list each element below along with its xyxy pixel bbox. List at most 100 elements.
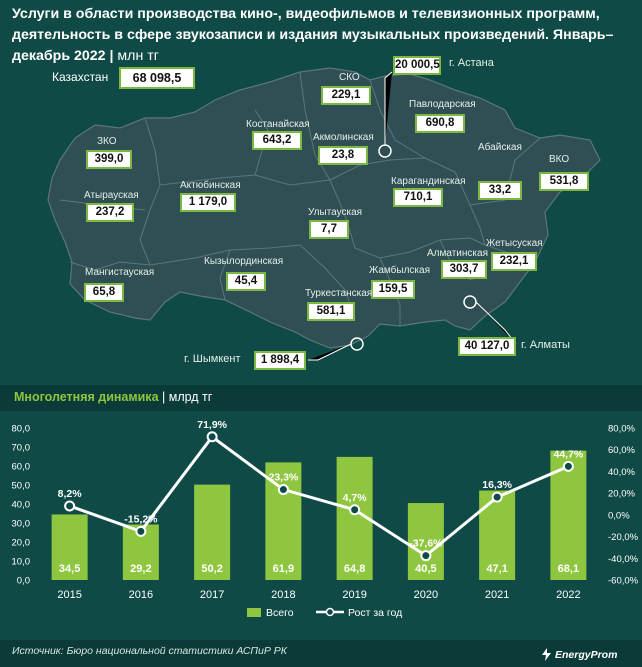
left-axis-tick-label: 30,0 bbox=[12, 519, 31, 530]
city-label-almaty: г. Алматы bbox=[521, 339, 570, 351]
growth-value-label: 71,9% bbox=[197, 419, 227, 431]
x-axis-tick-label: 2016 bbox=[129, 589, 153, 601]
left-axis-tick-label: 70,0 bbox=[12, 443, 31, 454]
growth-point bbox=[491, 491, 503, 503]
growth-value-label: 8,2% bbox=[58, 488, 83, 500]
growth-point bbox=[64, 500, 76, 512]
region-label-kostanay: Костанайская bbox=[246, 119, 310, 130]
x-axis-tick-label: 2020 bbox=[414, 589, 438, 601]
region-label-pavlodar: Павлодарская bbox=[409, 99, 476, 110]
region-value-zhetysu: 232,1 bbox=[491, 252, 537, 271]
growth-value-label: 44,7% bbox=[553, 448, 583, 460]
growth-value-label: -15,2% bbox=[124, 513, 158, 525]
growth-point bbox=[206, 431, 218, 443]
left-axis-tick-label: 10,0 bbox=[12, 557, 31, 568]
left-axis-tick-label: 20,0 bbox=[12, 538, 31, 549]
region-label-ulytau: Улытауская bbox=[308, 207, 363, 218]
x-axis-tick-label: 2018 bbox=[271, 589, 295, 601]
x-axis-tick-label: 2017 bbox=[200, 589, 224, 601]
section-unit: млрд тг bbox=[168, 390, 213, 404]
region-value-akmola: 23,8 bbox=[318, 146, 368, 165]
bar bbox=[407, 503, 444, 580]
region-label-sko: СКО bbox=[339, 72, 360, 83]
bar-value-label: 40,5 bbox=[415, 563, 436, 575]
source-text: Источник: Бюро национальной статистики А… bbox=[12, 645, 287, 657]
left-axis-tick-label: 80,0 bbox=[12, 424, 31, 435]
footer-bar bbox=[0, 640, 642, 667]
legend-line-label: Рост за год bbox=[348, 607, 402, 619]
region-value-ulytau: 7,7 bbox=[309, 220, 349, 239]
page-title: Услуги в области производства кино-, вид… bbox=[12, 6, 614, 64]
right-axis-tick-label: -40,0% bbox=[608, 554, 639, 565]
city-value-astana: 20 000,5 bbox=[393, 56, 441, 75]
left-axis-tick-label: 60,0 bbox=[12, 462, 31, 473]
growth-value-label: 4,7% bbox=[343, 492, 368, 504]
x-axis-tick-label: 2019 bbox=[342, 589, 366, 601]
bar-value-label: 47,1 bbox=[486, 563, 507, 575]
region-value-kostanay: 643,2 bbox=[252, 131, 302, 150]
city-value-shymkent: 1 898,4 bbox=[254, 351, 306, 370]
growth-point bbox=[135, 525, 147, 537]
region-value-mangistau: 65,8 bbox=[84, 283, 124, 302]
left-axis-tick-label: 50,0 bbox=[12, 481, 31, 492]
x-axis-tick-label: 2015 bbox=[57, 589, 81, 601]
region-label-zhetysu: Жетысуская bbox=[486, 238, 543, 249]
region-label-mangistau: Мангистауская bbox=[85, 267, 155, 278]
title-text: Услуги в области производства кино-, вид… bbox=[12, 6, 614, 64]
region-label-karaganda: Карагандинская bbox=[391, 176, 466, 187]
right-axis-tick-label: -20,0% bbox=[608, 532, 639, 543]
growth-point bbox=[420, 550, 432, 562]
growth-value-label: -37,6% bbox=[409, 538, 443, 550]
bar bbox=[51, 514, 88, 580]
legend-line-marker bbox=[325, 607, 335, 617]
region-label-akmola: Акмолинская bbox=[313, 132, 374, 143]
bar-value-label: 61,9 bbox=[273, 563, 294, 575]
bar-value-label: 64,8 bbox=[344, 563, 365, 575]
region-label-turkestan: Туркестанская bbox=[305, 288, 373, 299]
left-axis-tick-label: 40,0 bbox=[12, 500, 31, 511]
region-value-almaty-region: 303,7 bbox=[441, 260, 487, 279]
x-axis-tick-label: 2022 bbox=[556, 589, 580, 601]
brand-name: EnergyProm bbox=[555, 649, 618, 661]
bar-value-label: 50,2 bbox=[201, 563, 222, 575]
section-bar bbox=[0, 385, 642, 411]
region-value-zko: 399,0 bbox=[86, 150, 132, 169]
chart-svg: 0,0 10,0 20,0 30,0 40,0 50,0 60,0 70,0 80,0 -60,0… bbox=[12, 419, 639, 619]
bar-value-label: 68,1 bbox=[558, 563, 579, 575]
title-unit: млн тг bbox=[117, 48, 159, 64]
right-axis-tick-label: 80,0% bbox=[608, 424, 635, 435]
right-axis-tick-label: 20,0% bbox=[608, 489, 635, 500]
bar-value-label: 34,5 bbox=[59, 563, 80, 575]
kazakhstan-map: Казахстан 68 098,5 СКО 229,1 Павлодарска… bbox=[0, 52, 642, 382]
region-value-turkestan: 581,1 bbox=[307, 302, 355, 321]
region-value-pavlodar: 690,8 bbox=[415, 114, 465, 133]
region-value-karaganda: 710,1 bbox=[393, 188, 443, 207]
growth-value-label: 23,3% bbox=[268, 472, 298, 484]
region-label-almaty-region: Алматинская bbox=[427, 248, 488, 259]
region-value-sko: 229,1 bbox=[321, 86, 371, 105]
region-label-zhambyl: Жамбылская bbox=[369, 265, 430, 276]
right-axis-tick-label: 0,0% bbox=[608, 510, 630, 521]
region-value-vko: 531,8 bbox=[539, 172, 589, 191]
growth-point bbox=[277, 484, 289, 496]
growth-line bbox=[69, 434, 569, 558]
growth-point bbox=[349, 504, 361, 516]
region-value-aktobe: 1 179,0 bbox=[180, 193, 236, 212]
region-label-kyzylorda: Кызылординская bbox=[204, 256, 284, 267]
section-title: Многолетняя динамика | млрд тг bbox=[14, 390, 213, 404]
region-value-zhambyl: 159,5 bbox=[371, 280, 415, 299]
region-label-zko: ЗКО bbox=[97, 136, 117, 147]
dynamics-chart: 0,0 10,0 20,0 30,0 40,0 50,0 60,0 70,0 80,0 -60,0… bbox=[0, 415, 642, 640]
city-label-shymkent: г. Шымкент bbox=[184, 353, 241, 365]
bar-value-label: 29,2 bbox=[130, 563, 151, 575]
legend-bar-swatch bbox=[247, 608, 261, 617]
right-axis-tick-label: -60,0% bbox=[608, 576, 639, 587]
x-axis-tick-label: 2021 bbox=[485, 589, 509, 601]
legend-bar-label: Всего bbox=[266, 607, 294, 619]
country-value: 68 098,5 bbox=[119, 67, 195, 89]
region-label-vko: ВКО bbox=[549, 154, 570, 165]
region-value-atyrau: 237,2 bbox=[86, 203, 134, 222]
energyprom-logo-icon bbox=[542, 648, 551, 661]
region-value-abay: 33,2 bbox=[478, 181, 522, 200]
